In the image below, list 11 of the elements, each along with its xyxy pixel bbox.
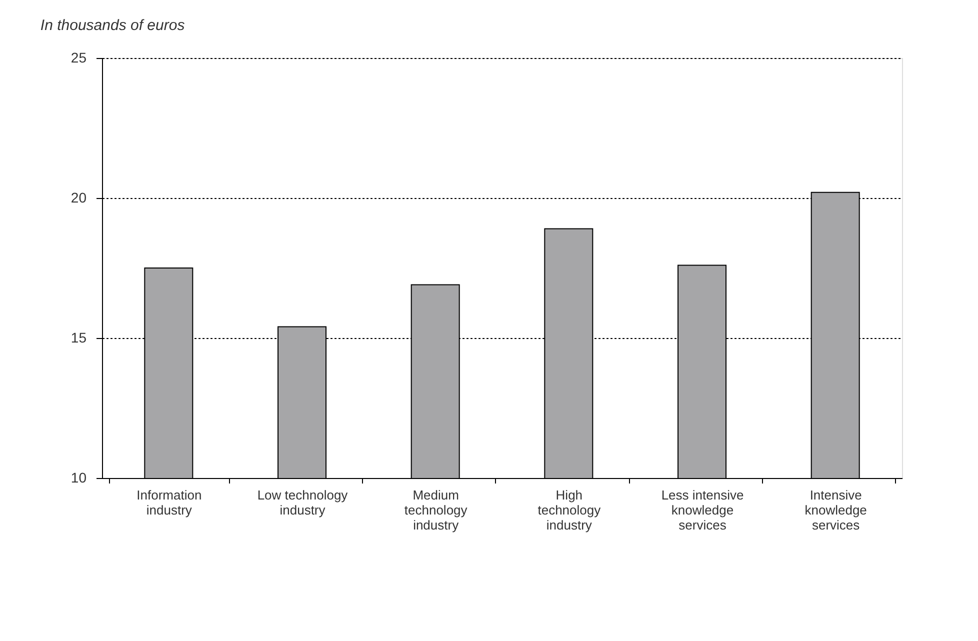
x-tick-label: Intensive knowledge services — [804, 488, 867, 532]
x-tick-label: Information industry — [136, 488, 202, 518]
y-tick-label: 15 — [70, 330, 87, 346]
y-tick-label: 10 — [70, 470, 87, 486]
x-tick-label: Medium technology industry — [404, 488, 468, 532]
y-tick-label: 20 — [70, 190, 87, 206]
x-tick-label: Less intensive knowledge services — [661, 488, 744, 532]
y-axis-title: In thousands of euros — [40, 17, 186, 34]
x-tick-label: Low technology industry — [257, 488, 348, 518]
y-tick-label: 25 — [70, 50, 87, 66]
x-tick-label: High technology industry — [538, 488, 602, 532]
